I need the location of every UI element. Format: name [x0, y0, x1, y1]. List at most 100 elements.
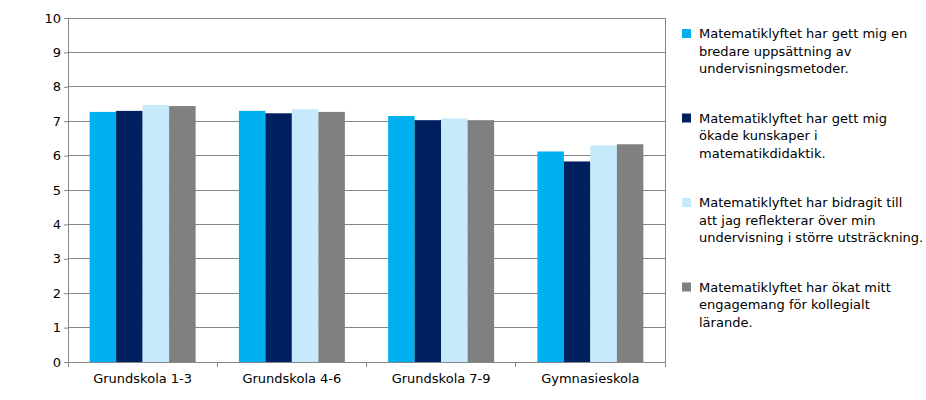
y-tick: 8 — [53, 79, 68, 94]
legend-item: Matematiklyftet har gett mig ökade kunska… — [682, 111, 887, 161]
y-tick-label: 10 — [44, 11, 61, 26]
series — [143, 105, 617, 362]
bar — [415, 120, 441, 362]
y-tick-mark — [64, 259, 68, 260]
legend-swatch — [682, 283, 691, 292]
grid-line — [68, 52, 665, 53]
legend-label-line: engagemang för kollegialt — [699, 297, 870, 312]
category-separator — [665, 362, 666, 367]
bar — [441, 118, 467, 362]
y-tick-mark — [64, 52, 68, 53]
bar — [318, 112, 344, 362]
bar — [590, 145, 616, 362]
legend-label-line: ökade kunskaper i — [699, 128, 818, 143]
category-separator — [217, 362, 218, 367]
y-tick: 5 — [53, 183, 68, 198]
y-axis-line — [64, 19, 69, 363]
y-tick: 7 — [53, 114, 68, 129]
chart: 0 1 2 3 4 5 6 7 8 9 10 Grundskola 1-3 Grundskola 4-6… — [0, 0, 926, 400]
y-tick-label: 7 — [53, 114, 61, 129]
bar — [116, 111, 142, 362]
legend-item: Matematiklyftet har bidragit till att jag… — [682, 195, 923, 245]
bar — [169, 106, 195, 362]
y-tick-mark — [64, 156, 68, 157]
legend-item: Matematiklyftet har gett mig en bredare u… — [682, 26, 907, 76]
category-separator — [68, 362, 69, 367]
legend-swatch — [682, 29, 691, 38]
legend-label: Matematiklyftet har gett mig ökade kunska… — [699, 111, 887, 161]
y-tick-label: 4 — [53, 217, 61, 232]
y-tick-mark — [64, 87, 68, 88]
legend-label-line: undervisning i större utsträckning. — [699, 230, 923, 245]
legend-label-line: Matematiklyftet har gett mig — [699, 111, 887, 126]
x-tick-label: Gymnasieskola — [541, 371, 639, 386]
y-tick: 1 — [53, 320, 68, 335]
legend-label-line: att jag reflekterar över min — [699, 213, 876, 228]
y-tick-mark — [64, 362, 68, 363]
bar — [388, 116, 414, 362]
legend-label: Matematiklyftet har bidragit till att jag… — [699, 195, 923, 245]
bar — [239, 111, 265, 362]
plot-frame — [665, 18, 666, 362]
x-tick-label: Grundskola 1-3 — [93, 371, 192, 386]
bar — [143, 105, 169, 362]
y-tick-label: 0 — [53, 355, 61, 370]
bar — [537, 151, 563, 362]
y-tick-label: 1 — [53, 320, 61, 335]
grid — [68, 18, 665, 362]
legend-label-line: bredare uppsättning av — [699, 44, 852, 59]
bar — [468, 120, 494, 362]
y-tick-label: 3 — [53, 251, 61, 266]
y-tick-label: 2 — [53, 286, 61, 301]
category-separator — [366, 362, 367, 367]
legend-swatch — [682, 114, 691, 123]
legend-label-line: matematikdidaktik. — [699, 146, 826, 161]
x-tick: Grundskola 4-6 — [242, 362, 341, 386]
bar — [292, 109, 318, 362]
legend-label-line: undervisningsmetoder. — [699, 61, 849, 76]
x-tick-label: Grundskola 4-6 — [242, 371, 341, 386]
y-tick-label: 6 — [53, 148, 61, 163]
y-tick: 0 — [53, 355, 68, 370]
y-tick-mark — [64, 293, 68, 294]
legend-label: Matematiklyftet har ökat mitt engagemang … — [699, 280, 891, 330]
bar — [90, 112, 116, 362]
grid-line — [68, 86, 665, 87]
series — [169, 106, 643, 362]
y-tick: 9 — [53, 45, 68, 60]
category-separators — [68, 362, 665, 367]
y-tick-mark — [64, 190, 68, 191]
y-tick-mark — [64, 328, 68, 329]
y-tick: 3 — [53, 251, 68, 266]
bar — [265, 113, 291, 362]
y-tick: 10 — [44, 11, 68, 26]
y-axis: 0 1 2 3 4 5 6 7 8 9 10 — [44, 11, 68, 370]
y-tick: 2 — [53, 286, 68, 301]
category-separator — [515, 362, 516, 367]
bar — [617, 144, 643, 362]
legend-item: Matematiklyftet har ökat mitt engagemang … — [682, 280, 891, 330]
x-tick: Grundskola 7-9 — [392, 362, 491, 386]
y-tick-label: 8 — [53, 79, 61, 94]
y-tick: 6 — [53, 148, 68, 163]
bar — [564, 161, 590, 362]
legend-swatch — [682, 198, 691, 207]
y-tick-mark — [64, 121, 68, 122]
legend-label-line: lärande. — [699, 315, 753, 330]
x-tick: Gymnasieskola — [541, 362, 639, 386]
y-tick-label: 9 — [53, 45, 61, 60]
x-axis: Grundskola 1-3 Grundskola 4-6 Grundskola 7… — [69, 362, 666, 386]
legend-label-line: Matematiklyftet har ökat mitt — [699, 280, 891, 295]
plot: 0 1 2 3 4 5 6 7 8 9 10 Grundskola 1-3 Grundskola 4-6… — [44, 11, 665, 387]
grid-line — [68, 18, 665, 19]
y-tick: 4 — [53, 217, 68, 232]
legend: Matematiklyftet har gett mig en bredare u… — [682, 26, 923, 330]
x-tick-label: Grundskola 7-9 — [392, 371, 491, 386]
legend-label: Matematiklyftet har gett mig en bredare u… — [699, 26, 907, 76]
legend-label-line: Matematiklyftet har gett mig en — [699, 26, 907, 41]
y-tick-mark — [64, 18, 68, 19]
x-tick: Grundskola 1-3 — [93, 362, 192, 386]
legend-label-line: Matematiklyftet har bidragit till — [699, 195, 902, 210]
bars — [90, 105, 644, 362]
y-tick-label: 5 — [53, 183, 61, 198]
